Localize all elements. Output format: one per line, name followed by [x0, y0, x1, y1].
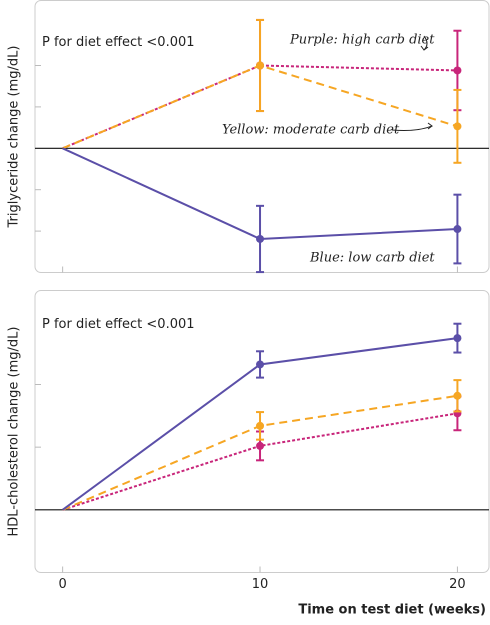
data-point — [453, 122, 462, 131]
x-tick-label: 10 — [252, 577, 269, 592]
series-annotation: Yellow: moderate carb diet — [222, 123, 400, 138]
x-tick-label: 0 — [58, 577, 66, 592]
data-point — [256, 421, 265, 430]
x-axis-label: Time on test diet (weeks) — [298, 603, 486, 618]
data-point — [256, 234, 265, 243]
data-point — [453, 66, 462, 75]
y-axis-label: Triglyceride change (mg/dL) — [7, 46, 22, 229]
arrow — [391, 122, 434, 131]
x-tick-label: 20 — [449, 577, 466, 592]
series-annotation: Blue: low carb diet — [309, 251, 435, 266]
data-point — [453, 225, 462, 234]
data-point — [256, 360, 265, 369]
data-point — [256, 441, 265, 450]
p-value-note: P for diet effect <0.001 — [42, 35, 195, 50]
arrow — [420, 35, 429, 51]
data-point — [453, 334, 462, 343]
p-value-note: P for diet effect <0.001 — [42, 317, 195, 332]
series-annotation: Purple: high carb diet — [289, 33, 435, 48]
data-point — [453, 391, 462, 400]
y-axis-label: HDL-cholesterol change (mg/dL) — [7, 327, 22, 537]
data-point — [256, 61, 265, 70]
